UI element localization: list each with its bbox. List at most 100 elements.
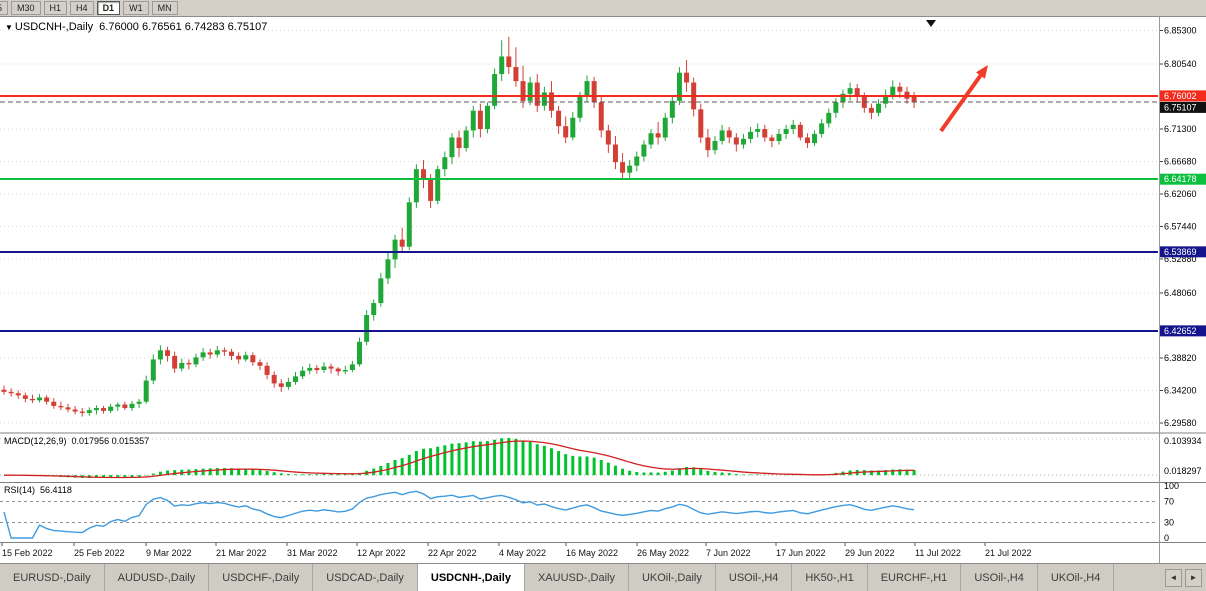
macd-values: 0.017956 0.015357 (71, 436, 150, 446)
candle-body (883, 95, 889, 104)
tab-usdchf-daily[interactable]: USDCHF-,Daily (209, 564, 314, 591)
tab-audusd-daily[interactable]: AUDUSD-,Daily (105, 564, 210, 591)
tab-ukoil-h4[interactable]: UKOil-,H4 (1038, 564, 1115, 591)
price-tick-label: 6.62060 (1164, 189, 1197, 199)
collapse-triangle-icon[interactable]: ▼ (5, 23, 13, 32)
candle-body (157, 350, 163, 360)
tab-eurchf-h1[interactable]: EURCHF-,H1 (868, 564, 962, 591)
candle-body (506, 56, 512, 68)
tab-usdcad-daily[interactable]: USDCAD-,Daily (313, 564, 418, 591)
date-label: 11 Jul 2022 (915, 548, 961, 558)
trend-arrow-head[interactable] (975, 65, 988, 79)
price-tick-label: 6.29580 (1164, 418, 1197, 428)
tab-ukoil-daily[interactable]: UKOil-,Daily (629, 564, 716, 591)
tab-eurusd-daily[interactable]: EURUSD-,Daily (0, 564, 105, 591)
tabs-scroll-right-icon[interactable]: ► (1185, 568, 1202, 587)
trend-arrow-line[interactable] (939, 74, 983, 133)
price-badge (1160, 101, 1206, 113)
rsi-line (3, 490, 915, 539)
candle-body (890, 86, 896, 96)
candle-body (229, 351, 235, 356)
chart-area[interactable]: 6.85300 6.80540 6.71300 6.66680 6.62060 6.574… (0, 17, 1206, 563)
candle-body (641, 144, 647, 157)
price-badge-label: 6.53869 (1164, 247, 1197, 257)
tab-xauusd-daily[interactable]: XAUUSD-,Daily (525, 564, 629, 591)
candle-body (769, 137, 775, 142)
candle-body (826, 112, 832, 124)
price-gridlines (0, 29, 1158, 424)
timeframe-h1-button[interactable]: H1 (43, 1, 68, 15)
price-tick-label: 6.71300 (1164, 124, 1197, 134)
price-badge (1160, 325, 1206, 337)
candle-body (563, 126, 569, 138)
symbol-tabbar: EURUSD-,Daily AUDUSD-,Daily USDCHF-,Dail… (0, 563, 1206, 591)
price-tick-label: 6.85300 (1164, 25, 1197, 35)
timeframe-m30-button[interactable]: M30 (11, 1, 41, 15)
candle-body (413, 169, 419, 203)
candle-body (748, 131, 754, 139)
candle-body (8, 391, 14, 394)
date-label: 21 Jul 2022 (985, 548, 1032, 558)
candle-body (854, 88, 860, 97)
candle-body (719, 130, 725, 142)
candle-body (165, 350, 171, 356)
tab-hk50-h1[interactable]: HK50-,H1 (792, 564, 868, 591)
candle-body (790, 124, 796, 130)
candle-body (762, 129, 768, 138)
candle-body (37, 397, 43, 401)
candle-body (840, 93, 846, 103)
candle-body (797, 124, 803, 138)
panel-separators (0, 17, 1206, 563)
candle-body (634, 156, 640, 166)
timeframe-mn-button[interactable]: MN (151, 1, 178, 15)
price-tick-label: 6.66680 (1164, 157, 1197, 167)
price-tick-label: 6.34200 (1164, 385, 1197, 395)
candle-body (449, 137, 455, 158)
tab-usoil-h4-2[interactable]: USOil-,H4 (961, 564, 1038, 591)
candle-body (193, 357, 199, 365)
timeframe-d1-button[interactable]: D1 (96, 1, 121, 15)
date-label: 21 Mar 2022 (216, 548, 267, 558)
candle-body (51, 401, 57, 406)
timeframe-h4-button[interactable]: H4 (70, 1, 94, 15)
tab-scroll-controls: ◄ ► (1161, 564, 1206, 591)
price-badge (1160, 173, 1206, 185)
date-label: 29 Jun 2022 (845, 548, 895, 558)
candle-body (136, 401, 142, 404)
candle-body (868, 107, 874, 113)
candle-body (513, 67, 519, 82)
candle-body (207, 352, 213, 355)
candle-body (371, 303, 377, 316)
tabs-scroll-left-icon[interactable]: ◄ (1165, 568, 1182, 587)
candle-body (812, 133, 818, 144)
candle-body (271, 374, 277, 384)
rsi-axis-label: 0 (1164, 533, 1169, 543)
candle-body (442, 157, 448, 170)
timeframe-m5-button[interactable]: 5 (0, 1, 9, 15)
timeframe-w1-button[interactable]: W1 (123, 1, 149, 15)
candle-body (684, 72, 690, 83)
candle-body (385, 259, 391, 279)
rsi-value: 56.4118 (40, 485, 72, 495)
candle-body (357, 341, 362, 365)
candle-body (456, 137, 462, 149)
candle-body (115, 404, 121, 407)
down-triangle-marker-icon[interactable] (926, 20, 936, 27)
candle-body (29, 398, 35, 401)
candle-body (378, 278, 384, 304)
candle-body (534, 82, 540, 106)
candle-body (833, 102, 839, 113)
price-chart[interactable]: 6.85300 6.80540 6.71300 6.66680 6.62060 6.574… (0, 17, 1206, 563)
tab-usoil-h4[interactable]: USOil-,H4 (716, 564, 793, 591)
tab-usdcnh-daily[interactable]: USDCNH-,Daily (417, 564, 525, 591)
rsi-indicator-label: RSI(14) 56.4118 (4, 485, 77, 495)
candle-body (264, 365, 270, 375)
candle-body (556, 110, 562, 127)
chart-annotations[interactable] (926, 20, 988, 133)
candle-body (876, 103, 882, 113)
candle-body (669, 100, 675, 118)
date-axis: 15 Feb 2022 25 Feb 2022 9 Mar 2022 21 Mar 2… (1, 543, 1032, 558)
candle-body (392, 239, 398, 260)
chart-symbol-label: USDCNH-,Daily (14, 21, 94, 33)
